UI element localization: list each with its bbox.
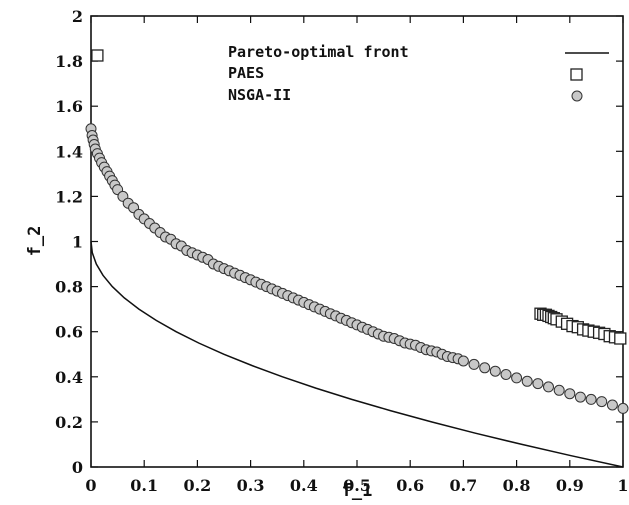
- x-tick-label: 0: [85, 476, 96, 495]
- y-tick-label: 1.2: [55, 187, 83, 206]
- y-tick-label: 0.4: [55, 368, 83, 387]
- pareto-front-line: [90, 241, 624, 468]
- nsga-point: [479, 362, 491, 374]
- x-tick-label: 0.9: [556, 476, 584, 495]
- nsga-point: [543, 381, 554, 393]
- paes-point: [91, 49, 104, 62]
- x-tick-label: 0.2: [183, 476, 211, 495]
- y-tick-label: 1: [72, 233, 83, 252]
- axis-ticks: 0 0.1 0.2 0.3 0.4 0.5 0.6 0.7 0.8 0.9 1 0 0.2 0.4 0.6 0…: [55, 7, 628, 495]
- nsga-point: [511, 372, 523, 384]
- nsga-point: [553, 384, 565, 396]
- x-tick-label: 0.8: [503, 476, 531, 495]
- legend-swatch-nsga: [571, 90, 583, 102]
- nsga-point: [606, 399, 618, 411]
- nsga-point: [457, 355, 469, 367]
- legend-swatch-paes: [570, 68, 583, 81]
- x-tick-label: 0.3: [237, 476, 265, 495]
- y-tick-label: 0: [72, 458, 83, 477]
- legend-label-nsga: NSGA-II: [228, 86, 291, 104]
- nsga-point: [617, 402, 629, 414]
- y-tick-label: 1.6: [55, 97, 83, 116]
- y-tick-label: 1.4: [55, 142, 83, 161]
- x-tick-label: 0.4: [290, 476, 318, 495]
- data-marks: [85, 49, 629, 468]
- nsga-point: [489, 365, 501, 377]
- y-tick-label: 1.8: [55, 52, 83, 71]
- x-tick-label: 0.6: [396, 476, 424, 495]
- x-tick-label: 0.5: [343, 476, 371, 495]
- y-tick-label: 0.8: [55, 278, 83, 297]
- y-axis-label: f_2: [25, 226, 45, 257]
- nsga-point: [585, 393, 597, 405]
- x-axis-label: f_1: [342, 481, 373, 501]
- nsga-point: [468, 358, 480, 370]
- x-tick-label: 0.1: [130, 476, 158, 495]
- legend-label-paes: PAES: [228, 64, 264, 82]
- nsga-point: [574, 391, 586, 403]
- nsga-point: [596, 396, 608, 408]
- nsga-point: [500, 369, 512, 380]
- y-tick-label: 0.2: [55, 413, 83, 432]
- paes-point: [614, 332, 627, 345]
- x-tick-label: 0.7: [449, 476, 477, 495]
- nsga-point: [532, 378, 544, 390]
- legend-label-pareto: Pareto-optimal front: [228, 43, 409, 61]
- nsga-point: [564, 388, 576, 400]
- legend: Pareto-optimal front PAES NSGA-II: [228, 43, 609, 104]
- nsga-point: [521, 375, 533, 387]
- y-tick-label: 0.6: [55, 323, 83, 342]
- x-tick-label: 1: [617, 476, 628, 495]
- y-tick-label: 2: [72, 7, 83, 26]
